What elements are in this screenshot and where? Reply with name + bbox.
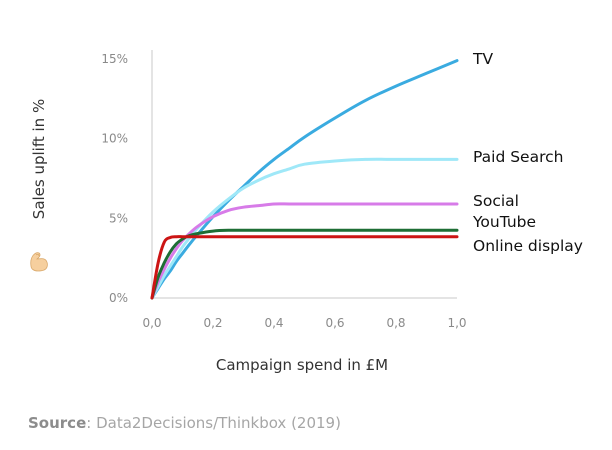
x-tick-label: 0,8 <box>386 316 405 330</box>
series-labels: TV Paid Search Social YouTube Online display <box>472 50 583 255</box>
series-label-paid-search: Paid Search <box>473 148 563 166</box>
source-note: Source: Data2Decisions/Thinkbox (2019) <box>28 414 341 432</box>
y-axis-title: Sales uplift in % <box>30 99 48 219</box>
x-tick-label: 0,2 <box>203 316 222 330</box>
axes <box>151 50 457 299</box>
y-tick-label: 5% <box>109 211 128 225</box>
x-axis-title: Campaign spend in £M <box>216 356 388 374</box>
series-line-paid-search <box>150 157 459 300</box>
series-line-youtube <box>150 228 459 300</box>
x-tick-label: 0,6 <box>325 316 344 330</box>
y-tick-label: 0% <box>109 291 128 305</box>
series-label-tv: TV <box>472 50 493 68</box>
series-line-online-display <box>150 235 459 300</box>
source-label: Source <box>28 414 87 432</box>
series-label-online-display: Online display <box>473 237 583 255</box>
y-tick-label: 15% <box>101 52 128 66</box>
source-text: : Data2Decisions/Thinkbox (2019) <box>86 414 341 432</box>
x-tick-label: 1,0 <box>447 316 466 330</box>
x-tick-label: 0,4 <box>264 316 283 330</box>
series-lines <box>150 59 459 300</box>
tick-labels: 0% 5% 10% 15% 0,0 0,2 0,4 0,6 0,8 1,0 <box>101 52 466 330</box>
series-label-youtube: YouTube <box>472 213 536 231</box>
y-tick-label: 10% <box>101 132 128 146</box>
flexed-arm-icon <box>30 252 48 272</box>
series-line-social <box>150 202 459 300</box>
series-label-social: Social <box>473 192 519 210</box>
x-tick-label: 0,0 <box>142 316 161 330</box>
series-line-tv <box>150 59 459 300</box>
